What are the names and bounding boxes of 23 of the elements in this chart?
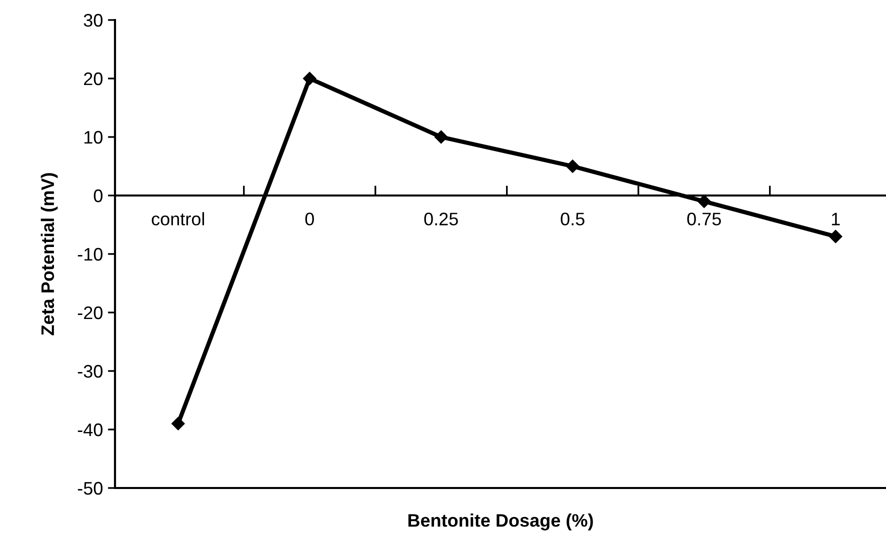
x-tick-label: 0.75 — [687, 212, 721, 226]
y-tick-label: -30 — [78, 364, 102, 378]
y-tick-label: -40 — [78, 423, 102, 436]
y-axis-title: Zeta Potential (mV) — [40, 173, 58, 336]
point — [303, 72, 316, 86]
x-tick-label: 1 — [832, 212, 840, 226]
x-tick-label: 0 — [305, 212, 314, 226]
y-tick-label: 20 — [84, 72, 102, 86]
x-axis-title: Bentonite Dosage (%) — [408, 514, 593, 530]
x-tick-label: 0.25 — [424, 212, 458, 226]
y-tick-label: -50 — [78, 482, 102, 495]
point — [829, 230, 842, 244]
point — [434, 130, 448, 144]
x-tick-label: 0.5 — [560, 212, 584, 226]
x-tick-label: control — [152, 212, 204, 226]
y-tick-label: -20 — [78, 306, 102, 320]
point — [698, 194, 711, 208]
point — [172, 417, 185, 430]
y-tick-label: 30 — [84, 14, 102, 27]
point — [566, 160, 580, 173]
y-tick-label: 0 — [94, 189, 102, 202]
y-tick-label: 10 — [84, 130, 102, 144]
y-tick-label: -10 — [78, 248, 102, 261]
